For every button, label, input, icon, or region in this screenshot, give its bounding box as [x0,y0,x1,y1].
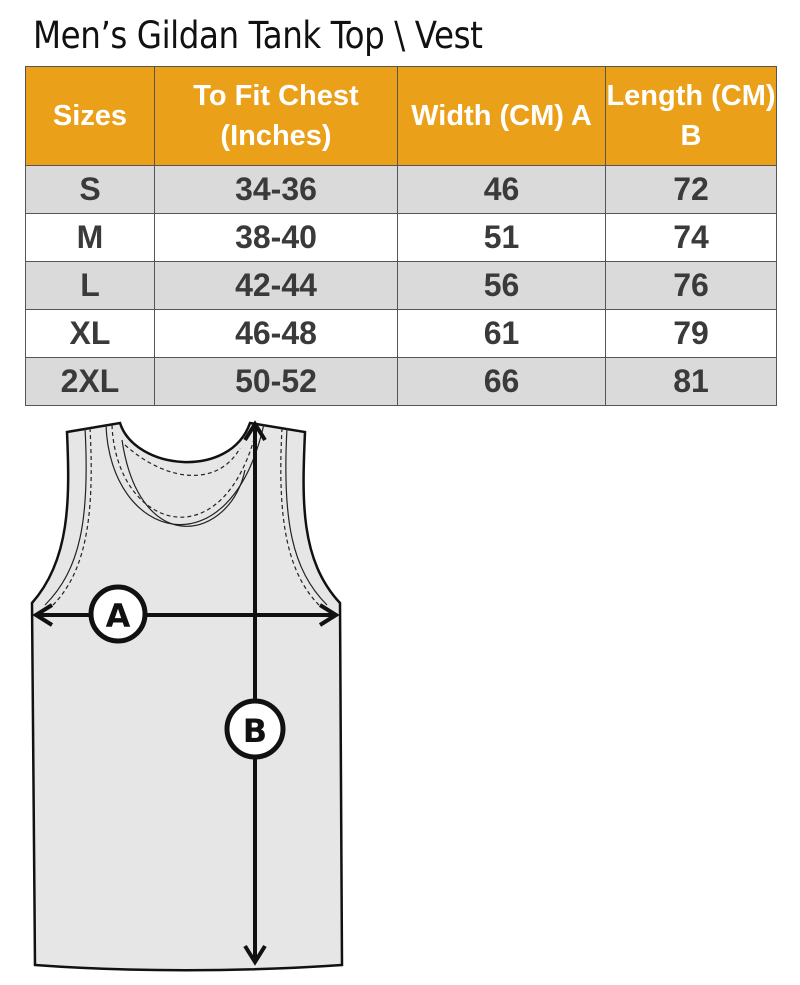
cell-width: 51 [397,213,606,262]
header-sizes: Sizes [25,66,155,166]
cell-chest: 34-36 [154,165,398,214]
header-chest: To Fit Chest (Inches) [154,66,398,166]
tank-top-diagram: A B [30,420,344,972]
table-row: M 38-40 51 74 [25,213,777,262]
cell-chest: 46-48 [154,309,398,358]
cell-chest: 42-44 [154,261,398,310]
cell-width: 61 [397,309,606,358]
width-arrow [32,603,340,627]
cell-length: 72 [605,165,777,214]
label-a: A [106,597,131,635]
length-arrow [243,420,267,966]
cell-length: 81 [605,357,777,406]
cell-chest: 38-40 [154,213,398,262]
cell-width: 66 [397,357,606,406]
cell-size: S [25,165,155,214]
cell-length: 74 [605,213,777,262]
cell-chest: 50-52 [154,357,398,406]
cell-size: L [25,261,155,310]
label-b-badge: B [224,698,286,760]
cell-width: 56 [397,261,606,310]
cell-length: 79 [605,309,777,358]
cell-size: 2XL [25,357,155,406]
cell-size: M [25,213,155,262]
tank-top-seams [44,423,328,609]
label-b: B [243,712,267,750]
header-width: Width (CM) A [397,66,606,166]
header-length: Length (CM) B [605,66,777,166]
table-row: L 42-44 56 76 [25,261,777,310]
table-row: S 34-36 46 72 [25,165,777,214]
table-header-row: Sizes To Fit Chest (Inches) Width (CM) A… [25,66,777,166]
label-a-badge: A [88,584,148,644]
cell-size: XL [25,309,155,358]
table-row: XL 46-48 61 79 [25,309,777,358]
cell-length: 76 [605,261,777,310]
cell-width: 46 [397,165,606,214]
size-chart-table: Sizes To Fit Chest (Inches) Width (CM) A… [25,66,777,406]
tank-top-outline [30,421,344,972]
table-row: 2XL 50-52 66 81 [25,357,777,406]
page-title: Men’s Gildan Tank Top \ Vest [33,14,483,57]
